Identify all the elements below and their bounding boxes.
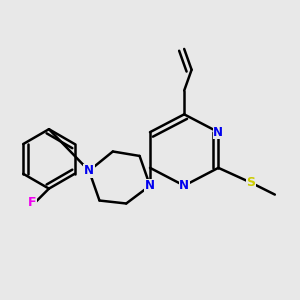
Text: F: F (28, 196, 36, 208)
Text: N: N (84, 164, 94, 177)
Text: N: N (213, 126, 224, 139)
Text: N: N (145, 179, 155, 192)
Text: S: S (247, 176, 256, 189)
Text: N: N (179, 179, 189, 192)
